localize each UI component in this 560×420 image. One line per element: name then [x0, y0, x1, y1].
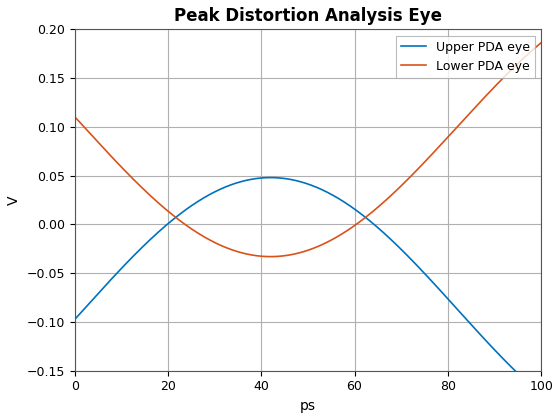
Line: Lower PDA eye: Lower PDA eye	[74, 43, 541, 257]
Lower PDA eye	[444, 135, 451, 140]
Upper PDA eye	[71, 317, 78, 322]
Lower PDA eye	[277, 254, 284, 259]
Upper PDA eye	[260, 175, 267, 180]
Upper PDA eye	[444, 296, 451, 301]
Line: Upper PDA eye: Upper PDA eye	[74, 178, 541, 394]
Upper PDA eye	[268, 175, 274, 180]
Lower PDA eye	[436, 144, 442, 150]
Upper PDA eye	[436, 286, 442, 291]
Lower PDA eye	[119, 165, 125, 171]
Lower PDA eye	[71, 114, 78, 119]
Title: Peak Distortion Analysis Eye: Peak Distortion Analysis Eye	[174, 7, 442, 25]
Y-axis label: V: V	[7, 195, 21, 205]
Upper PDA eye	[392, 241, 399, 246]
Lower PDA eye	[268, 254, 274, 259]
Legend: Upper PDA eye, Lower PDA eye: Upper PDA eye, Lower PDA eye	[396, 36, 535, 78]
Lower PDA eye	[538, 40, 544, 45]
Upper PDA eye	[277, 176, 284, 181]
Lower PDA eye	[392, 189, 399, 194]
X-axis label: ps: ps	[300, 399, 316, 413]
Upper PDA eye	[119, 265, 125, 270]
Upper PDA eye	[538, 392, 544, 397]
Lower PDA eye	[260, 254, 267, 259]
